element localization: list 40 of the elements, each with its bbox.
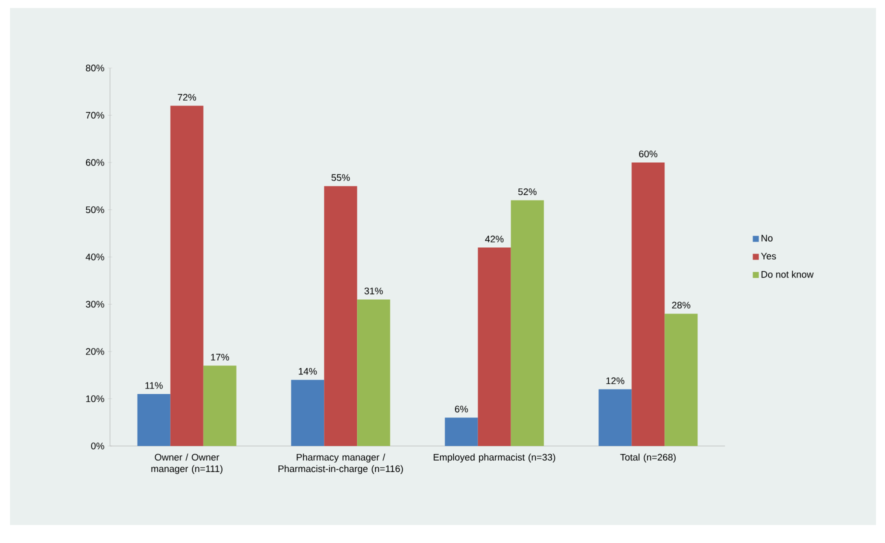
y-tick-label: 70% — [86, 112, 104, 119]
data-label: 17% — [211, 354, 230, 360]
bar — [478, 248, 511, 446]
data-label: 55% — [332, 174, 350, 181]
data-label: 14% — [298, 368, 317, 375]
y-tick-label: 30% — [86, 300, 104, 308]
y-tick-label: 0% — [91, 442, 104, 450]
data-label: 52% — [518, 188, 537, 196]
bar — [444, 418, 478, 446]
legend-label: Yes — [761, 252, 776, 260]
y-tick-label: 50% — [86, 206, 104, 214]
data-label: 11% — [145, 382, 163, 389]
data-label: 60% — [639, 150, 658, 158]
data-label: 72% — [178, 94, 196, 101]
data-label: 31% — [364, 288, 383, 294]
legend-label: No — [762, 234, 773, 242]
y-tick-label: 80% — [86, 64, 104, 72]
x-tick-label: Owner / Owner manager (n=111) — [151, 454, 222, 474]
y-tick-label: 10% — [86, 395, 104, 402]
y-tick-label: 20% — [86, 348, 104, 355]
x-tick-label: Employed pharmacist (n=33) — [434, 454, 556, 462]
legend-label: Do not know — [762, 270, 814, 278]
bar — [632, 162, 665, 446]
bar — [291, 380, 324, 446]
x-tick-label: Pharmacy manager / Pharmacist-in-charge (n=116) — [278, 454, 403, 474]
x-tick-label: Total (n=268) — [620, 454, 676, 462]
bar — [510, 200, 544, 446]
bar — [170, 106, 204, 446]
y-tick-label: 40% — [86, 254, 104, 260]
bar — [664, 314, 698, 446]
y-tick-label: 60% — [86, 159, 104, 166]
bar — [324, 186, 358, 446]
bar — [203, 366, 236, 446]
bar — [598, 389, 632, 446]
data-label: 42% — [485, 236, 504, 242]
bar — [357, 300, 390, 446]
data-label: 6% — [455, 406, 468, 412]
data-label: 12% — [606, 377, 624, 384]
data-label: 28% — [672, 302, 690, 308]
bar — [137, 394, 170, 446]
